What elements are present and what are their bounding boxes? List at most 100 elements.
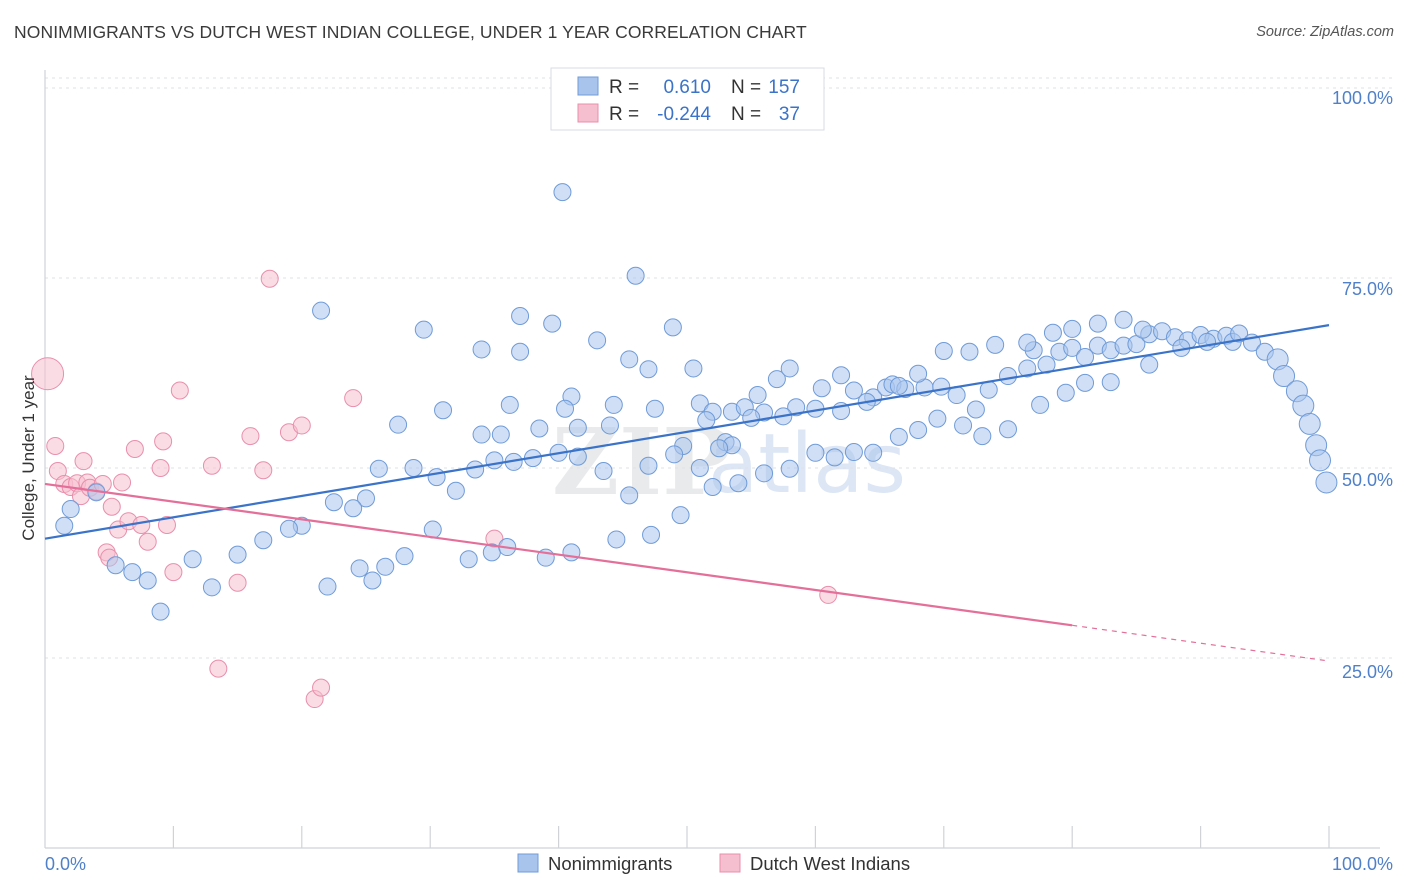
point-nonimmigrants-129 xyxy=(350,559,369,578)
point-nonimmigrants-160 xyxy=(1140,355,1159,374)
y-axis-title: College, Under 1 year xyxy=(19,375,38,541)
point-nonimmigrants-152 xyxy=(928,409,947,428)
point-nonimmigrants-117 xyxy=(254,531,273,550)
point-nonimmigrants-94 xyxy=(742,408,761,427)
legend-n-value-1: 157 xyxy=(768,77,800,98)
point-nonimmigrants-2 xyxy=(312,301,331,320)
point-nonimmigrants-84 xyxy=(960,342,979,361)
point-nonimmigrants-121 xyxy=(151,602,170,621)
point-dutch-west-indians-22 xyxy=(154,432,173,451)
point-dutch-west-indians-23 xyxy=(157,516,176,534)
point-dutch-west-indians-24 xyxy=(164,563,183,582)
point-nonimmigrants-127 xyxy=(55,516,74,535)
point-nonimmigrants-96 xyxy=(710,439,729,458)
point-nonimmigrants-157 xyxy=(1056,383,1075,402)
point-nonimmigrants-110 xyxy=(404,459,423,477)
trend-lines xyxy=(44,324,1330,662)
point-nonimmigrants-97 xyxy=(690,459,709,477)
legend-r-label-1: R = xyxy=(609,77,639,98)
point-nonimmigrants-73 xyxy=(1298,412,1321,435)
point-nonimmigrants-14 xyxy=(604,395,623,414)
point-nonimmigrants-132 xyxy=(395,547,414,566)
point-nonimmigrants-149 xyxy=(864,443,883,462)
point-nonimmigrants-154 xyxy=(973,427,992,446)
trend-line-dutch-west-indians-extension xyxy=(1072,624,1330,662)
point-nonimmigrants-20 xyxy=(434,401,453,420)
point-nonimmigrants-33 xyxy=(767,370,786,389)
point-nonimmigrants-77 xyxy=(1133,320,1152,339)
point-nonimmigrants-34 xyxy=(780,359,799,378)
point-nonimmigrants-82 xyxy=(1018,333,1037,352)
point-nonimmigrants-153 xyxy=(954,416,973,435)
point-nonimmigrants-6 xyxy=(663,318,682,337)
point-nonimmigrants-145 xyxy=(780,459,799,478)
point-nonimmigrants-107 xyxy=(466,460,485,479)
point-nonimmigrants-26 xyxy=(600,416,619,435)
point-nonimmigrants-134 xyxy=(459,550,478,569)
point-nonimmigrants-12 xyxy=(684,359,703,378)
point-nonimmigrants-43 xyxy=(932,377,951,396)
point-nonimmigrants-24 xyxy=(530,419,549,438)
point-nonimmigrants-47 xyxy=(999,367,1017,386)
point-dutch-west-indians-21 xyxy=(151,459,170,477)
point-nonimmigrants-140 xyxy=(642,525,661,544)
point-nonimmigrants-0 xyxy=(553,183,572,202)
point-dutch-west-indians-30 xyxy=(254,461,273,480)
point-nonimmigrants-70 xyxy=(1273,365,1296,388)
tick-labels: 25.0% 50.0% 75.0% 100.0% xyxy=(1332,88,1393,682)
legend-swatch-nonimmigrants xyxy=(577,76,599,96)
point-nonimmigrants-150 xyxy=(889,427,908,446)
bottom-legend-swatch-dutch-west-indians xyxy=(719,853,741,873)
point-nonimmigrants-113 xyxy=(344,499,363,518)
point-nonimmigrants-143 xyxy=(729,474,748,493)
point-nonimmigrants-86 xyxy=(909,364,928,383)
point-dutch-west-indians-33 xyxy=(292,416,311,435)
point-nonimmigrants-21 xyxy=(389,415,408,434)
point-dutch-west-indians-29 xyxy=(241,427,260,446)
point-dutch-west-indians-36 xyxy=(344,389,363,408)
point-nonimmigrants-148 xyxy=(844,443,863,462)
legend-n-value-2: 37 xyxy=(779,104,800,125)
y-tick-label-100: 100.0% xyxy=(1332,88,1393,108)
point-nonimmigrants-118 xyxy=(228,545,247,564)
point-nonimmigrants-146 xyxy=(806,443,825,462)
point-dutch-west-indians-18 xyxy=(125,440,144,458)
point-nonimmigrants-25 xyxy=(568,418,587,437)
chart-source: Source: ZipAtlas.com xyxy=(1256,24,1394,40)
legend-swatch-dutch-west-indians xyxy=(577,103,599,123)
point-nonimmigrants-123 xyxy=(123,563,142,582)
point-nonimmigrants-22 xyxy=(472,425,491,444)
y-tick-label-25: 25.0% xyxy=(1342,662,1393,682)
point-nonimmigrants-11 xyxy=(639,360,658,379)
point-nonimmigrants-66 xyxy=(1230,324,1249,343)
series-legend: Nonimmigrants Dutch West Indians xyxy=(517,853,910,874)
point-nonimmigrants-80 xyxy=(1063,319,1082,338)
point-nonimmigrants-119 xyxy=(202,578,221,597)
bottom-legend-swatch-nonimmigrants xyxy=(517,853,539,873)
point-nonimmigrants-35 xyxy=(812,379,831,398)
x-tick-label-max: 100.0% xyxy=(1332,854,1393,874)
point-nonimmigrants-91 xyxy=(787,398,806,417)
point-dutch-west-indians-38 xyxy=(819,585,838,604)
y-tick-label-75: 75.0% xyxy=(1342,279,1393,299)
point-nonimmigrants-111 xyxy=(369,459,388,478)
point-nonimmigrants-158 xyxy=(1076,373,1095,392)
point-nonimmigrants-128 xyxy=(318,577,337,596)
chart-title: NONIMMIGRANTS VS DUTCH WEST INDIAN COLLE… xyxy=(14,22,807,42)
legend-r-label-2: R = xyxy=(609,104,639,125)
point-nonimmigrants-155 xyxy=(999,420,1017,439)
point-nonimmigrants-75 xyxy=(1309,449,1332,472)
point-nonimmigrants-99 xyxy=(639,456,658,475)
point-dutch-west-indians-19 xyxy=(132,516,151,534)
point-dutch-west-indians-35 xyxy=(312,678,331,697)
point-nonimmigrants-144 xyxy=(755,464,774,483)
point-nonimmigrants-122 xyxy=(138,571,157,590)
point-nonimmigrants-23 xyxy=(491,425,510,444)
point-nonimmigrants-37 xyxy=(844,381,863,400)
point-nonimmigrants-159 xyxy=(1101,373,1120,392)
point-nonimmigrants-85 xyxy=(934,341,953,360)
bottom-legend-label-dutch-west-indians: Dutch West Indians xyxy=(750,853,910,874)
legend-r-value-1: 0.610 xyxy=(663,77,711,98)
point-nonimmigrants-109 xyxy=(427,468,446,487)
point-nonimmigrants-116 xyxy=(279,519,298,538)
